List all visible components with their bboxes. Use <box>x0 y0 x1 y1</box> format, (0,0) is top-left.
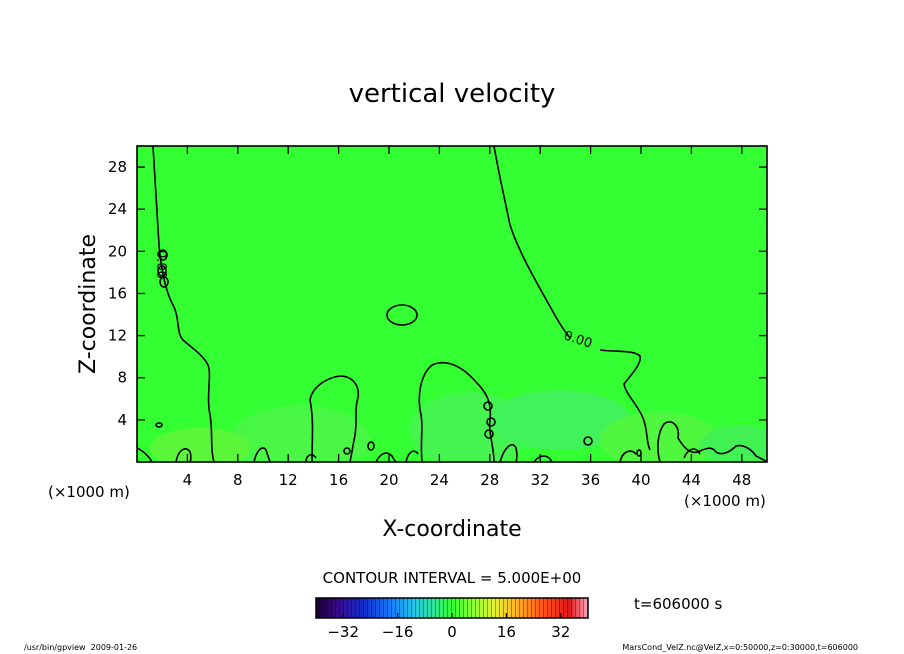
contour-ground-6 <box>405 450 419 462</box>
colorbar-stripes <box>316 598 588 618</box>
contour-left <box>152 146 215 462</box>
y-axis-title: Z-coordinate <box>76 234 101 374</box>
contour-plume-mid <box>418 361 495 462</box>
plot-frame <box>136 145 768 463</box>
contour-ground-3 <box>253 447 271 462</box>
x-tick-label: 44 <box>682 471 701 489</box>
colorbar-tick-label: −32 <box>327 623 359 641</box>
x-tick-label: 24 <box>430 471 449 489</box>
contour-ground-1 <box>137 447 153 462</box>
x-tick-label: 16 <box>329 471 348 489</box>
x-tick-label: 4 <box>183 471 193 489</box>
time-label: t=606000 s <box>634 595 722 613</box>
contour-label-left: 0.00 <box>153 250 168 279</box>
contour-small-11 <box>636 449 642 457</box>
colorbar-tick-label: 32 <box>551 623 570 641</box>
x-axis-title: X-coordinate <box>382 517 521 542</box>
x-tick-label: 40 <box>631 471 650 489</box>
contour-small-4 <box>155 422 163 428</box>
colorbar-ticks: −32 −16 0 16 32 <box>327 613 570 641</box>
y-tick-label: 24 <box>108 200 127 218</box>
contour-ground-2 <box>175 448 192 462</box>
contour-ground-11 <box>683 448 701 459</box>
contour-ground-9 <box>619 450 637 462</box>
colorbar: −32 −16 0 16 32 <box>315 597 589 641</box>
contour-small-2 <box>157 265 167 277</box>
x-tick-label: 8 <box>233 471 243 489</box>
contour-right <box>493 146 571 339</box>
contour-small-9 <box>343 447 351 455</box>
x-axis-unit: (×1000 m) <box>684 492 766 510</box>
footer-left: /usr/bin/gpview 2009-01-26 <box>24 643 137 652</box>
contour-small-7 <box>484 429 494 439</box>
contour-right-lower <box>599 349 651 451</box>
y-tick-label: 20 <box>108 242 127 260</box>
contour-small-10 <box>583 436 593 446</box>
y-tick-label: 8 <box>117 369 127 387</box>
colorbar-tick-label: 0 <box>447 623 457 641</box>
x-tick-label: 36 <box>581 471 600 489</box>
contour-small-3 <box>159 276 169 288</box>
footer-right: MarsCond_VelZ.nc@VelZ,x=0:50000,z=0:3000… <box>622 643 858 652</box>
plot-area: 0.00 0.00 <box>137 146 767 462</box>
contour-interval: CONTOUR INTERVAL = 5.000E+00 <box>323 569 582 587</box>
y-tick-label: 16 <box>108 284 127 302</box>
contour-ground-7 <box>499 444 518 462</box>
contour-small-8 <box>367 441 375 451</box>
x-tick-label: 28 <box>480 471 499 489</box>
y-axis: 4 8 12 16 20 24 28 <box>108 158 767 429</box>
x-tick-label: 48 <box>732 471 751 489</box>
contour-ground-4 <box>305 453 317 462</box>
contour-eddy-center <box>386 304 418 326</box>
contour-plume-left <box>309 375 360 462</box>
y-tick-label: 12 <box>108 327 127 345</box>
y-tick-label: 28 <box>108 158 127 176</box>
contour-ground-10 <box>657 421 767 462</box>
x-tick-label: 12 <box>279 471 298 489</box>
contour-small-6 <box>486 417 496 427</box>
y-tick-label: 4 <box>117 411 127 429</box>
y-axis-unit: (×1000 m) <box>48 483 130 501</box>
x-axis: 4 8 12 16 20 24 28 32 36 40 44 48 <box>183 146 751 489</box>
chart-title: vertical velocity <box>349 79 556 109</box>
contour-ground-8 <box>533 455 553 462</box>
contour-small-1 <box>158 249 168 261</box>
colorbar-tick-label: 16 <box>497 623 516 641</box>
x-tick-label: 32 <box>531 471 550 489</box>
colorbar-tick-label: −16 <box>382 623 414 641</box>
contour-small-5 <box>483 401 493 411</box>
x-tick-label: 20 <box>379 471 398 489</box>
